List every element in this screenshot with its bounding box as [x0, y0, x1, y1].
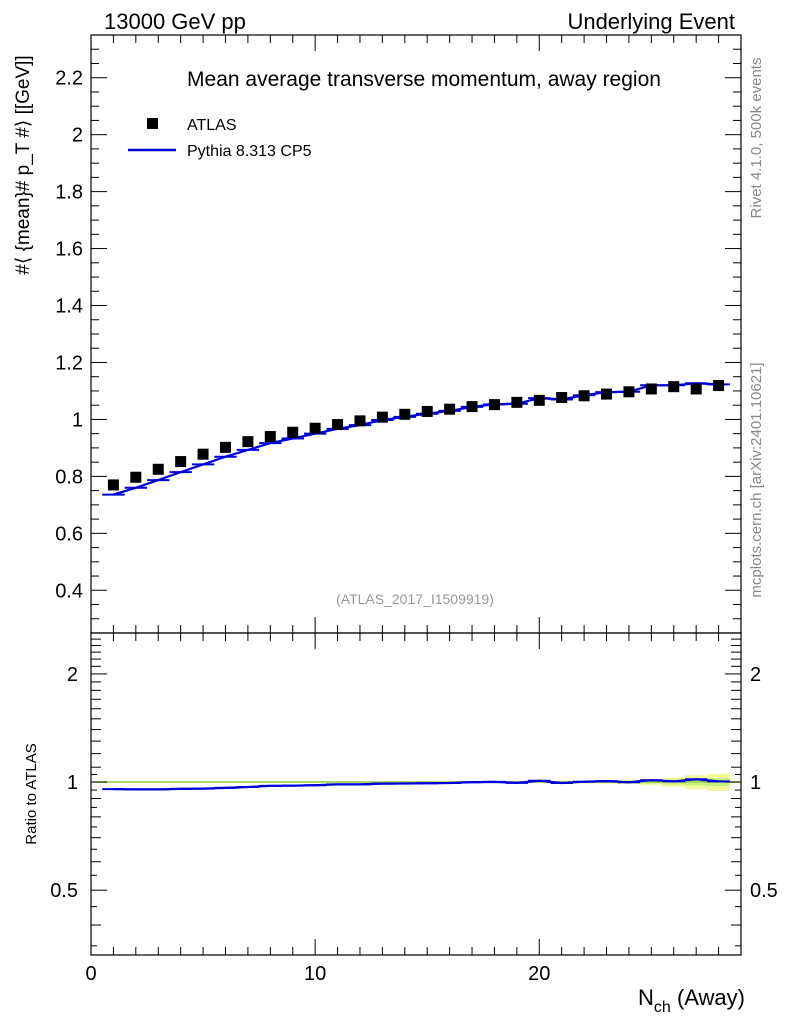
atlas-data-point — [130, 471, 142, 483]
x-tick-label: 20 — [528, 963, 550, 985]
axis-tick-labels: 0 10 20 0.4 0.6 0.8 1 1.2 1.4 1.6 1.8 2 2.2 0.5 0.5 1 1 2… — [50, 68, 778, 985]
rivet-label: Rivet 4.1.0, 500k events — [748, 58, 765, 219]
y-tick-label: 2.2 — [55, 68, 83, 90]
axis-ticks — [90, 35, 742, 955]
legend-pythia-label: Pythia 8.313 CP5 — [187, 143, 312, 160]
atlas-data-point — [376, 411, 388, 423]
y-tick-label: 0.6 — [55, 523, 83, 545]
atlas-data-point — [444, 403, 456, 415]
ratio-axis-title: Ratio to ATLAS — [23, 743, 40, 844]
ratio-series-group — [102, 778, 730, 791]
y-tick-label: 1.8 — [55, 182, 83, 204]
atlas-data-point — [690, 383, 702, 395]
ratio-y-tick-label-right: 2 — [750, 664, 761, 686]
atlas-data-point — [242, 436, 254, 448]
atlas-data-point — [601, 388, 613, 400]
chart-title: Mean average transverse momentum, away r… — [187, 68, 661, 91]
mcplots-label: mcplots.cern.ch [arXiv:2401.10621] — [748, 362, 765, 597]
ratio-y-tick-label: 1 — [67, 772, 78, 794]
header-left: 13000 GeV pp — [104, 9, 246, 34]
legend-atlas-label: ATLAS — [187, 117, 237, 134]
ratio-y-tick-label: 2 — [67, 664, 78, 686]
y-tick-label: 1.2 — [55, 352, 83, 374]
atlas-data-points — [107, 380, 725, 491]
x-axis-title-rest: (Away) — [671, 985, 745, 1010]
y-tick-label: 0.8 — [55, 466, 83, 488]
atlas-data-point — [264, 431, 276, 443]
atlas-data-point — [623, 386, 635, 398]
ratio-y-tick-label: 0.5 — [50, 880, 78, 902]
atlas-data-point — [421, 405, 433, 417]
atlas-data-point — [645, 383, 657, 395]
ratio-plot-frame — [90, 632, 742, 956]
y-tick-label: 1 — [72, 409, 83, 431]
pythia-line — [113, 382, 719, 496]
atlas-data-point — [107, 479, 119, 491]
atlas-data-point — [287, 426, 299, 438]
x-axis-title-sub: ch — [654, 999, 671, 1016]
header-right: Underlying Event — [567, 9, 735, 34]
mc-series-group — [102, 382, 730, 496]
atlas-data-point — [354, 415, 366, 427]
atlas-data-point — [578, 390, 590, 402]
atlas-data-point — [466, 401, 478, 413]
y-tick-label: 1.4 — [55, 296, 83, 318]
atlas-data-point — [713, 380, 725, 392]
legend-atlas-marker — [147, 118, 158, 129]
atlas-data-point — [668, 381, 680, 393]
atlas-data-point — [152, 463, 164, 475]
atlas-data-point — [511, 396, 523, 408]
atlas-data-point — [556, 392, 568, 404]
analysis-id: (ATLAS_2017_I1509919) — [336, 591, 494, 607]
y-axis-title: #⟨ {mean}# p_T #⟩ [[GeV]] — [13, 55, 34, 274]
atlas-data-point — [399, 408, 411, 420]
legend: ATLAS Pythia 8.313 CP5 — [128, 117, 312, 160]
atlas-data-point — [219, 441, 231, 453]
atlas-data-point — [533, 394, 545, 406]
atlas-data-point — [332, 419, 344, 431]
x-tick-label: 10 — [304, 963, 326, 985]
atlas-data-point — [197, 448, 209, 460]
ratio-y-tick-label-right: 0.5 — [750, 880, 778, 902]
atlas-data-point — [488, 399, 500, 411]
ratio-y-tick-label-right: 1 — [750, 772, 761, 794]
atlas-data-point — [309, 422, 321, 434]
atlas-data-point — [175, 456, 187, 468]
y-tick-label: 2 — [72, 125, 83, 147]
x-axis-title-main: N — [638, 985, 654, 1010]
x-axis-title: Nch (Away) — [638, 985, 745, 1016]
x-tick-label: 0 — [85, 963, 96, 985]
y-tick-label: 0.4 — [55, 580, 83, 602]
y-tick-label: 1.6 — [55, 239, 83, 261]
